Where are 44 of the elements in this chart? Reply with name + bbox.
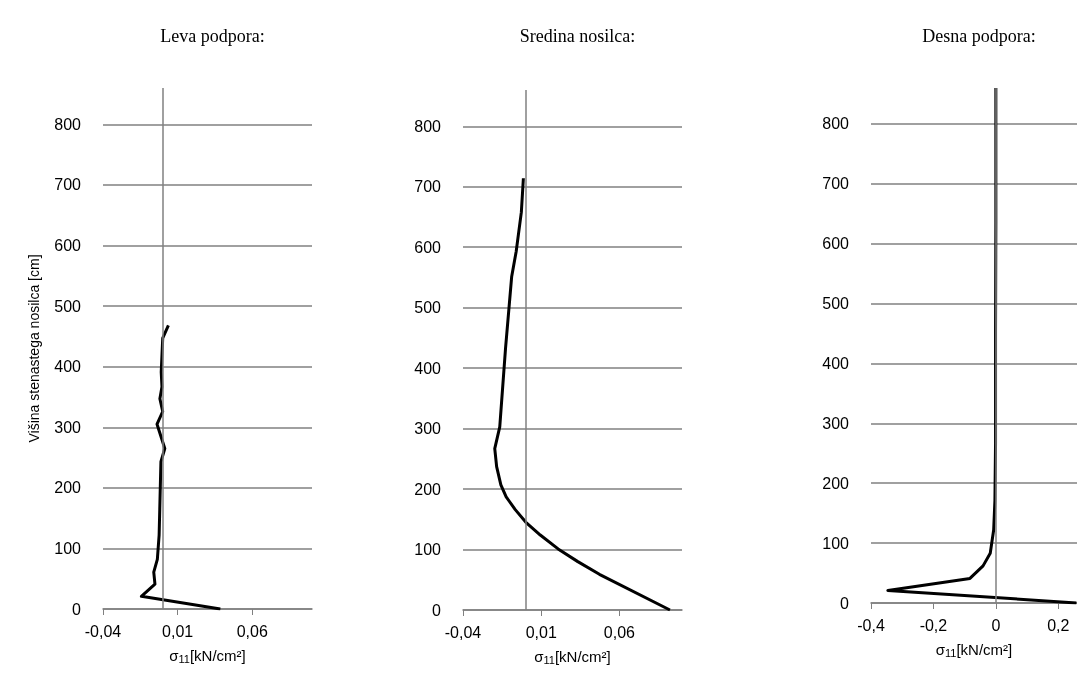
x-tick-label: 0,01 — [162, 622, 194, 640]
y-tick-label: 400 — [414, 359, 442, 377]
x-tick-label: 0,01 — [525, 623, 557, 641]
x-axis-title: σ11[kN/cm²] — [534, 648, 611, 666]
y-tick-label: 400 — [54, 358, 82, 376]
x-tick-label: 0,06 — [236, 622, 268, 640]
x-tick-label: -0,4 — [857, 616, 885, 634]
y-tick-label: 100 — [414, 541, 442, 559]
y-tick-label: 200 — [822, 474, 850, 492]
y-tick-label: 500 — [414, 299, 442, 317]
y-tick-label: 0 — [72, 600, 82, 618]
chart-title: Sredina nosilca: — [519, 26, 636, 46]
x-tick-label: -0,2 — [919, 616, 948, 634]
y-tick-label: 300 — [54, 418, 82, 436]
y-tick-label: 800 — [54, 115, 82, 133]
y-tick-label: 600 — [822, 235, 850, 253]
x-tick-label: 0 — [991, 616, 1001, 634]
y-tick-label: 0 — [432, 601, 442, 619]
y-tick-label: 700 — [54, 176, 82, 194]
y-tick-label: 500 — [822, 295, 850, 313]
x-tick-label: 0,2 — [1047, 616, 1070, 634]
y-axis-title: Višina stenastega nosilca [cm] — [26, 254, 42, 443]
y-tick-label: 100 — [54, 539, 82, 557]
y-tick-label: 200 — [414, 480, 442, 498]
y-tick-label: 0 — [840, 594, 850, 612]
x-axis-title: σ11[kN/cm²] — [935, 641, 1013, 659]
y-tick-label: 500 — [54, 297, 82, 315]
y-tick-label: 100 — [822, 534, 850, 552]
x-tick-label: -0,04 — [444, 623, 482, 641]
y-tick-label: 700 — [822, 175, 850, 193]
x-tick-label: 0,06 — [603, 623, 636, 641]
chart-title: Desna podpora: — [922, 26, 1036, 46]
y-tick-label: 200 — [54, 479, 82, 497]
y-tick-label: 600 — [414, 238, 442, 256]
chart-title: Leva podpora: — [160, 26, 265, 46]
x-tick-label: -0,04 — [84, 622, 122, 640]
y-tick-label: 300 — [414, 420, 442, 438]
y-tick-label: 300 — [822, 414, 850, 432]
y-tick-label: 800 — [822, 115, 850, 133]
y-tick-label: 400 — [822, 354, 850, 372]
y-tick-label: 600 — [54, 237, 82, 255]
y-tick-label: 800 — [414, 117, 442, 135]
y-tick-label: 700 — [414, 178, 442, 196]
x-axis-title: σ11[kN/cm²] — [169, 647, 246, 665]
